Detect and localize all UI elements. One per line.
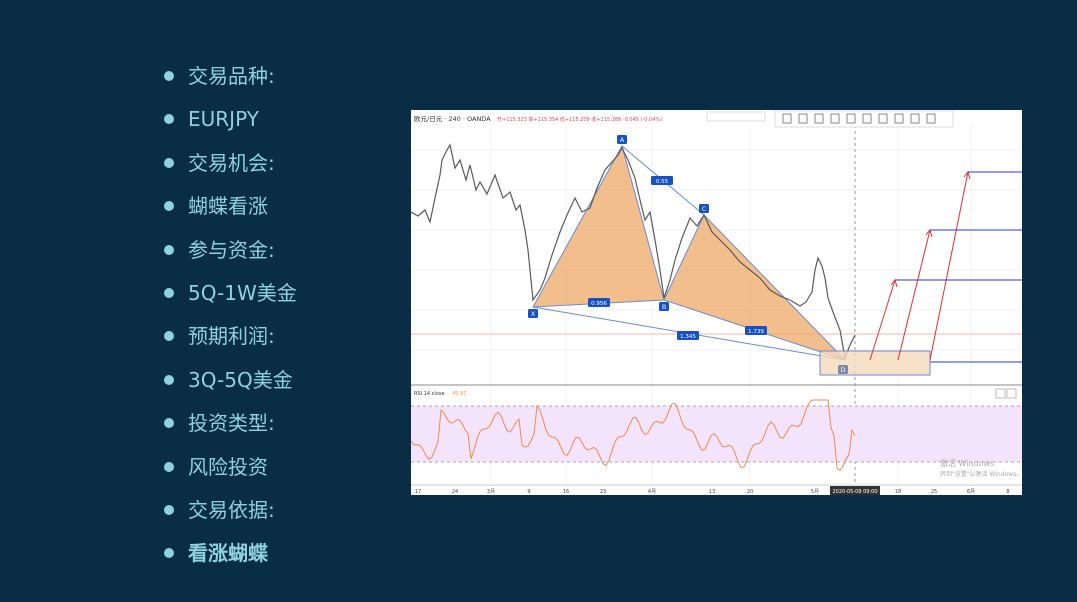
x-label: 9 [527, 489, 530, 495]
x-label: 13 [709, 489, 715, 495]
x-label: 4月 [648, 489, 656, 495]
bullet-item: 风险投资 [162, 449, 297, 492]
point-tag [699, 204, 709, 213]
date-cursor: 2020-05-08 09:00 [832, 489, 877, 495]
x-label: 5月 [811, 489, 819, 495]
x-label: 16 [563, 489, 569, 495]
point-tag [617, 135, 627, 144]
price-series [411, 143, 856, 361]
ratio-tag [677, 331, 699, 340]
toolbar-icon [814, 113, 824, 124]
chart-screenshot: 欧元/日元 · 240 · OANDA 开+115.323 高+115.354 低… [411, 110, 1022, 495]
projection-arrows [869, 170, 971, 361]
bullet-item: 交易品种: [162, 58, 297, 101]
rsi-title: RSI 14 close [414, 391, 445, 397]
toolbar-icon [926, 113, 936, 124]
point-label: A [620, 137, 625, 144]
x-label: 18 [895, 489, 901, 495]
ratio-label: 1.345 [680, 334, 696, 340]
toolbar-icon [798, 113, 808, 124]
bullet-item: 3Q-5Q美金 [162, 362, 297, 405]
ratio-label: 1.739 [748, 329, 764, 335]
x-label: 20 [747, 489, 753, 495]
toolbar-icon [910, 113, 920, 124]
pane-button [995, 388, 1006, 399]
point-tag [659, 302, 669, 311]
toolbar-icon [782, 113, 792, 124]
watermark: 转到"设置"以激活 Windows。 [940, 470, 1022, 478]
watermark: 激活 Windows [940, 458, 994, 468]
x-label: 8 [1006, 489, 1009, 495]
point-tag [528, 309, 538, 318]
ratio-tag [651, 176, 673, 185]
bullet-item: 投资类型: [162, 405, 297, 448]
x-label: 3月 [487, 489, 495, 495]
ratio-tag [588, 298, 610, 307]
date-cursor-bg [830, 486, 880, 495]
target-box [819, 350, 931, 376]
bullet-item: 参与资金: [162, 232, 297, 275]
rsi-value: 45.97 [452, 391, 466, 397]
bullet-item: 看涨蝴蝶 [162, 535, 297, 578]
bullet-item: 5Q-1W美金 [162, 275, 297, 318]
point-label: C [702, 206, 706, 213]
x-label: 6月 [967, 489, 975, 495]
toolbar [774, 110, 954, 128]
search-box [706, 111, 766, 122]
point-tag [838, 365, 848, 374]
bullet-item: EURJPY [162, 101, 297, 144]
toolbar-icon [894, 113, 904, 124]
toolbar-icon [846, 113, 856, 124]
ratio-label: 0.956 [591, 301, 607, 307]
point-label: D [841, 367, 846, 374]
toolbar-icon [830, 113, 840, 124]
target-lines [895, 171, 1022, 363]
ohlc: 开+115.323 高+115.354 低+115.208 收+115.288 … [497, 116, 662, 123]
x-label: 24 [452, 489, 458, 495]
bullet-item: 交易机会: [162, 145, 297, 188]
pane-button [1006, 388, 1017, 399]
toolbar-icon [862, 113, 872, 124]
symbol: 欧元/日元 · 240 · OANDA [414, 114, 491, 123]
x-label: 23 [600, 489, 606, 495]
toolbar-icon [878, 113, 888, 124]
rsi-band [411, 406, 1022, 462]
bullet-item: 预期利润: [162, 318, 297, 361]
rsi-series [411, 399, 856, 472]
x-label: 17 [415, 489, 421, 495]
point-label: X [531, 311, 535, 318]
point-label: B [662, 304, 666, 311]
bullet-item: 蝴蝶看涨 [162, 188, 297, 231]
ratio-tag [745, 326, 767, 335]
ratio-label: 0.55 [656, 179, 669, 185]
bullet-item: 交易依据: [162, 492, 297, 535]
bullet-list: 交易品种: EURJPY 交易机会: 蝴蝶看涨 参与资金: 5Q-1W美金 预期利润: 3Q-… [162, 58, 297, 579]
x-label: 25 [931, 489, 937, 495]
